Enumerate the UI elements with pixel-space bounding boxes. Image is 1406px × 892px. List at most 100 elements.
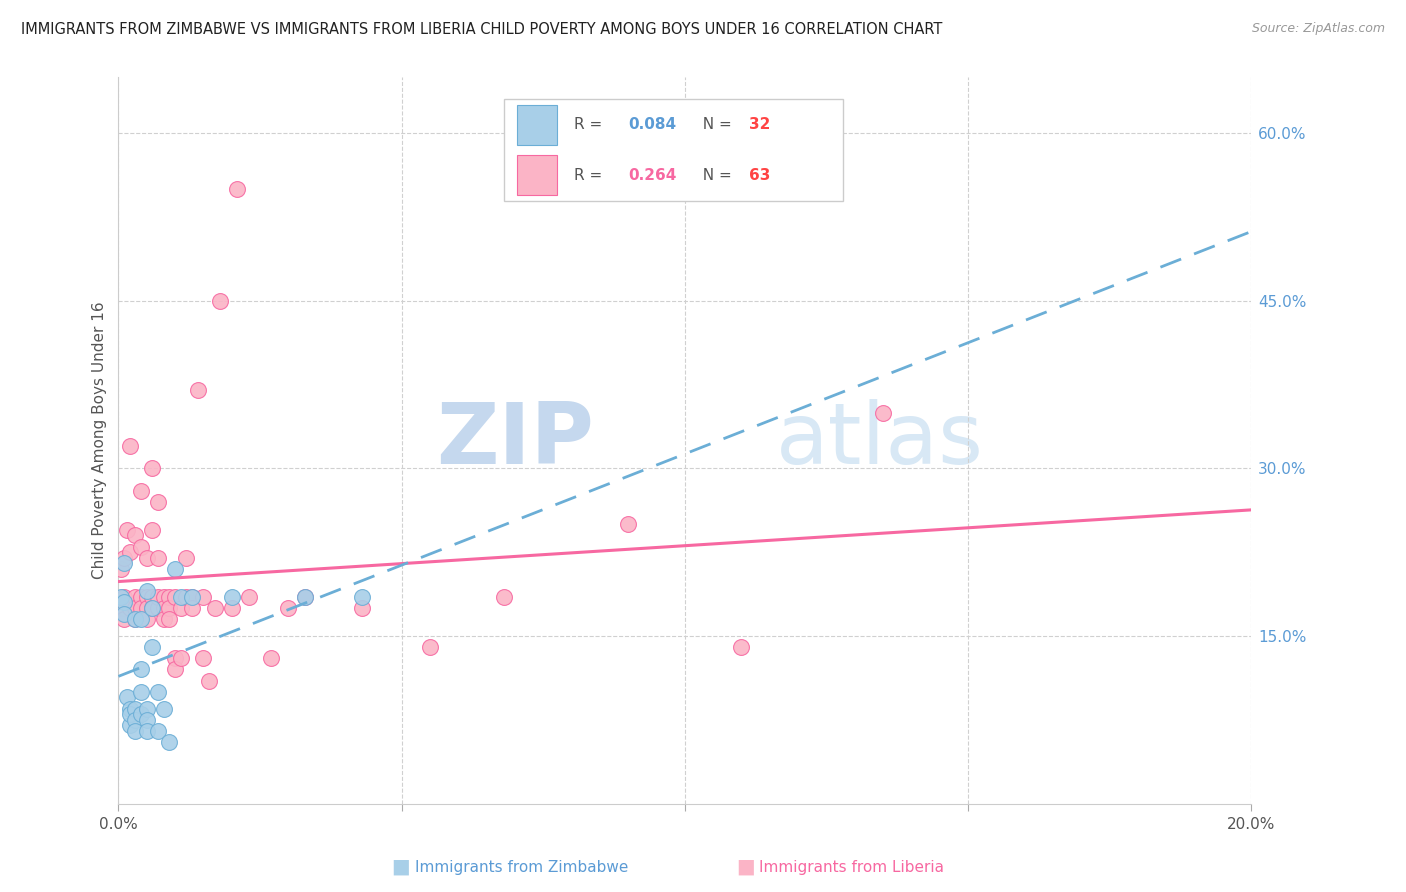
- Point: [181, 590, 204, 604]
- Point: [112, 612, 135, 626]
- Point: [141, 461, 163, 475]
- Bar: [517, 155, 557, 195]
- Text: R =: R =: [574, 168, 607, 183]
- Point: [141, 590, 163, 604]
- Point: [124, 612, 146, 626]
- Point: [152, 612, 174, 626]
- Point: [129, 601, 152, 615]
- Point: [350, 601, 373, 615]
- Point: [118, 601, 141, 615]
- Point: [129, 707, 152, 722]
- Text: Immigrants from Zimbabwe: Immigrants from Zimbabwe: [415, 860, 628, 874]
- Point: [141, 601, 163, 615]
- Point: [170, 590, 193, 604]
- Point: [124, 723, 146, 738]
- Point: [135, 584, 157, 599]
- Text: R =: R =: [574, 117, 607, 132]
- Point: [617, 517, 640, 532]
- Point: [146, 723, 169, 738]
- Point: [193, 651, 215, 665]
- Point: [872, 405, 894, 419]
- Point: [124, 701, 146, 715]
- Point: [112, 607, 135, 621]
- Text: IMMIGRANTS FROM ZIMBABWE VS IMMIGRANTS FROM LIBERIA CHILD POVERTY AMONG BOYS UND: IMMIGRANTS FROM ZIMBABWE VS IMMIGRANTS F…: [21, 22, 942, 37]
- Point: [112, 601, 135, 615]
- Point: [129, 612, 152, 626]
- Point: [152, 601, 174, 615]
- Point: [157, 590, 180, 604]
- Point: [118, 545, 141, 559]
- Point: [129, 663, 152, 677]
- Point: [118, 439, 141, 453]
- Text: Immigrants from Liberia: Immigrants from Liberia: [759, 860, 945, 874]
- Text: 0.264: 0.264: [628, 168, 676, 183]
- Point: [730, 640, 752, 654]
- Point: [110, 590, 132, 604]
- Point: [176, 550, 198, 565]
- Point: [129, 540, 152, 554]
- Point: [221, 601, 243, 615]
- Point: [141, 523, 163, 537]
- Point: [135, 713, 157, 727]
- Point: [260, 651, 283, 665]
- Point: [294, 590, 316, 604]
- Point: [165, 562, 187, 576]
- Point: [492, 590, 515, 604]
- Point: [135, 723, 157, 738]
- Point: [181, 601, 204, 615]
- Point: [350, 590, 373, 604]
- Text: ZIP: ZIP: [436, 399, 595, 482]
- Point: [118, 701, 141, 715]
- Point: [146, 685, 169, 699]
- Point: [129, 685, 152, 699]
- Point: [135, 550, 157, 565]
- Point: [157, 601, 180, 615]
- Point: [112, 590, 135, 604]
- Point: [110, 601, 132, 615]
- Text: N =: N =: [693, 117, 737, 132]
- Point: [112, 550, 135, 565]
- FancyBboxPatch shape: [503, 99, 844, 201]
- Point: [181, 590, 204, 604]
- Point: [170, 601, 193, 615]
- Text: 63: 63: [749, 168, 770, 183]
- Point: [204, 601, 226, 615]
- Text: 0.084: 0.084: [628, 117, 676, 132]
- Point: [238, 590, 260, 604]
- Point: [193, 590, 215, 604]
- Point: [124, 528, 146, 542]
- Point: [124, 713, 146, 727]
- Point: [141, 640, 163, 654]
- Y-axis label: Child Poverty Among Boys Under 16: Child Poverty Among Boys Under 16: [93, 301, 107, 579]
- Point: [226, 182, 249, 196]
- Point: [198, 673, 221, 688]
- Point: [209, 293, 232, 308]
- Point: [115, 523, 138, 537]
- Point: [129, 483, 152, 498]
- Text: atlas: atlas: [776, 399, 983, 482]
- Point: [221, 590, 243, 604]
- Point: [146, 550, 169, 565]
- Point: [165, 651, 187, 665]
- Point: [124, 601, 146, 615]
- Point: [141, 601, 163, 615]
- Point: [135, 701, 157, 715]
- Point: [124, 590, 146, 604]
- Point: [176, 590, 198, 604]
- Text: ▪: ▪: [735, 853, 755, 881]
- Point: [157, 612, 180, 626]
- Point: [124, 612, 146, 626]
- Text: 32: 32: [749, 117, 770, 132]
- Point: [157, 735, 180, 749]
- Point: [170, 651, 193, 665]
- Point: [152, 590, 174, 604]
- Point: [112, 595, 135, 609]
- Point: [110, 562, 132, 576]
- Point: [135, 612, 157, 626]
- Point: [146, 601, 169, 615]
- Point: [294, 590, 316, 604]
- Point: [165, 663, 187, 677]
- Point: [165, 590, 187, 604]
- Point: [135, 590, 157, 604]
- Text: Source: ZipAtlas.com: Source: ZipAtlas.com: [1251, 22, 1385, 36]
